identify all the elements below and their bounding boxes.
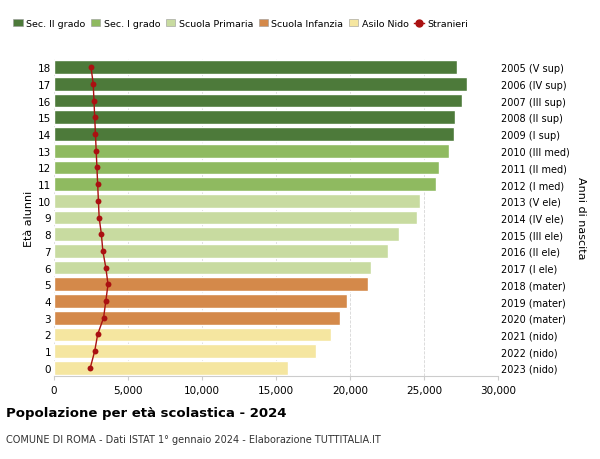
Bar: [54, 95, 463, 108]
Point: [85, 364, 95, 372]
Bar: [54, 161, 439, 175]
Text: Popolazione per età scolastica - 2024: Popolazione per età scolastica - 2024: [6, 406, 287, 419]
Bar: [54, 195, 419, 208]
Point: [94, 198, 103, 205]
Bar: [54, 128, 454, 141]
Bar: [54, 361, 288, 375]
Point: [92, 164, 102, 172]
Point: [101, 264, 110, 272]
Bar: [54, 228, 399, 241]
Point: [90, 348, 100, 355]
Point: [88, 81, 98, 88]
Point: [91, 148, 101, 155]
Text: COMUNE DI ROMA - Dati ISTAT 1° gennaio 2024 - Elaborazione TUTTITALIA.IT: COMUNE DI ROMA - Dati ISTAT 1° gennaio 2…: [6, 434, 381, 444]
Legend: Sec. II grado, Sec. I grado, Scuola Primaria, Scuola Infanzia, Asilo Nido, Stran: Sec. II grado, Sec. I grado, Scuola Prim…: [13, 20, 468, 29]
Point: [90, 114, 100, 122]
Bar: [54, 111, 455, 125]
Y-axis label: Età alunni: Età alunni: [24, 190, 34, 246]
Point: [98, 248, 107, 255]
Point: [99, 314, 109, 322]
Bar: [54, 78, 467, 91]
Bar: [54, 311, 340, 325]
Point: [103, 281, 113, 288]
Bar: [54, 261, 371, 275]
Point: [93, 331, 103, 338]
Point: [97, 231, 106, 238]
Point: [86, 64, 96, 72]
Bar: [54, 345, 316, 358]
Bar: [54, 145, 449, 158]
Bar: [54, 178, 436, 191]
Bar: [54, 295, 347, 308]
Bar: [54, 211, 416, 225]
Point: [94, 214, 104, 222]
Bar: [54, 278, 368, 291]
Point: [91, 131, 100, 138]
Point: [89, 98, 99, 105]
Point: [101, 298, 110, 305]
Bar: [54, 245, 388, 258]
Bar: [54, 328, 331, 341]
Y-axis label: Anni di nascita: Anni di nascita: [576, 177, 586, 259]
Point: [93, 181, 103, 188]
Bar: [54, 61, 457, 75]
